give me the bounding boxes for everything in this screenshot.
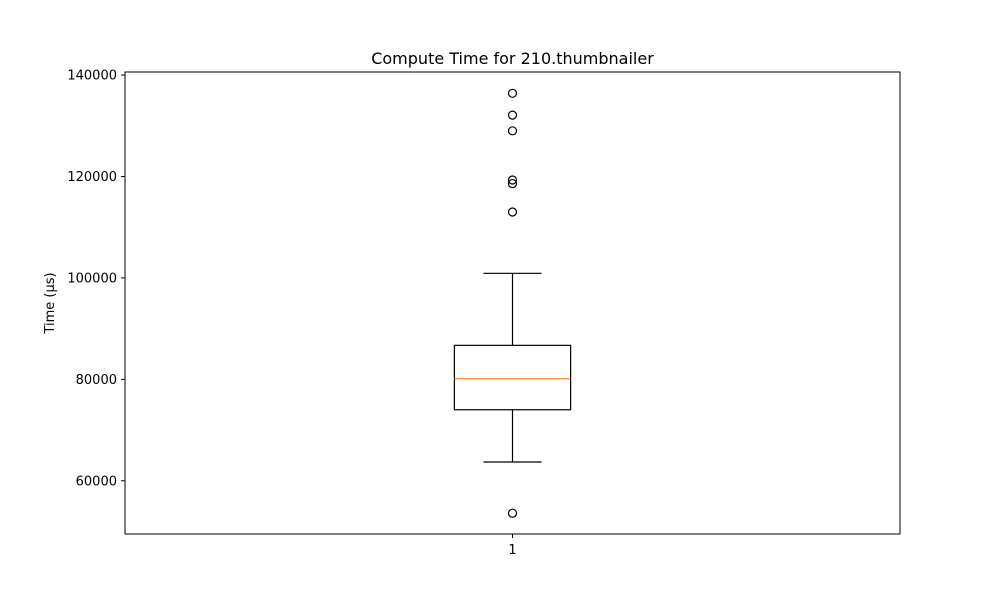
outlier-point — [507, 207, 518, 217]
outlier-point — [507, 508, 518, 518]
outlier-point — [507, 88, 518, 98]
x-tick-label: 1 — [508, 543, 516, 558]
y-tick-label: 60000 — [76, 474, 117, 489]
y-tick-label: 140000 — [67, 69, 117, 84]
outlier-point — [507, 178, 518, 189]
y-axis-label: Time (µs) — [43, 272, 58, 334]
iqr-box — [453, 344, 572, 411]
y-tick-label: 100000 — [67, 271, 117, 286]
box-series — [453, 88, 572, 518]
y-tick-label: 80000 — [76, 373, 117, 388]
outlier-point — [507, 175, 518, 185]
y-axis-ticks: 60000 80000 100000 120000 140000 — [67, 69, 125, 489]
y-tick-label: 120000 — [67, 170, 117, 185]
x-axis-ticks: 1 — [508, 534, 517, 558]
outlier-point — [507, 110, 518, 120]
chart-title: Compute Time for 210.thumbnailer — [371, 49, 654, 68]
outlier-point — [507, 126, 518, 136]
